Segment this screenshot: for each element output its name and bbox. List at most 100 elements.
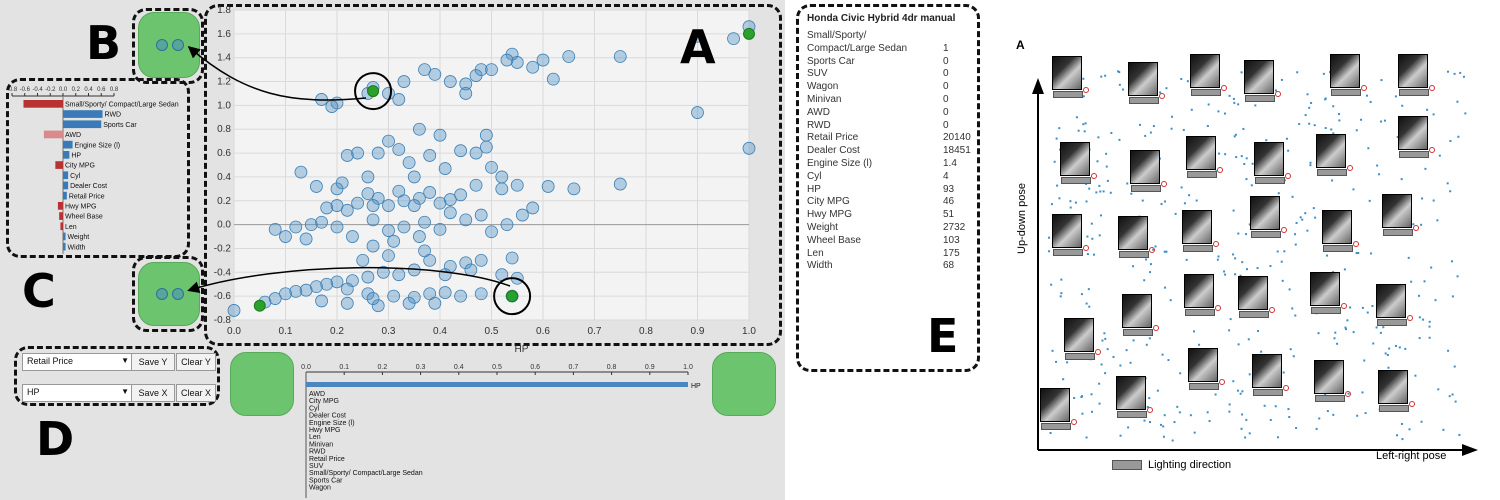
data-point[interactable] [500, 218, 514, 232]
data-point[interactable] [433, 196, 447, 210]
data-point[interactable] [330, 182, 344, 196]
data-point[interactable] [304, 218, 318, 232]
weight-bar[interactable] [63, 181, 69, 190]
data-point[interactable] [541, 180, 555, 193]
weight-bar[interactable] [63, 120, 102, 129]
data-point[interactable] [268, 222, 282, 236]
data-point[interactable] [459, 87, 473, 100]
data-point[interactable] [454, 144, 468, 158]
data-point[interactable] [438, 162, 452, 175]
data-point[interactable] [361, 187, 375, 201]
data-point[interactable] [412, 191, 426, 205]
data-point[interactable] [340, 203, 354, 217]
data-point[interactable] [727, 32, 740, 46]
data-point[interactable] [299, 232, 313, 246]
data-point[interactable] [459, 77, 473, 91]
data-point[interactable] [351, 146, 365, 160]
data-point[interactable] [469, 178, 483, 192]
data-point[interactable] [515, 208, 529, 222]
data-point[interactable] [320, 201, 334, 215]
data-point[interactable] [407, 170, 421, 184]
data-point[interactable] [691, 106, 704, 119]
data-point[interactable] [387, 289, 401, 303]
data-point[interactable] [346, 230, 359, 243]
x-axis-weights-chart[interactable]: 0.0 0.1 0.2 0.3 0.4 0.5 0.6 0.7 0.8 0.9 1.0 HP AWDCi… [300, 360, 710, 500]
x-axis-select[interactable]: HP ▼ [22, 384, 134, 402]
data-point[interactable] [438, 286, 452, 299]
data-point[interactable] [474, 287, 488, 301]
data-point[interactable] [423, 186, 437, 199]
data-point[interactable] [330, 220, 344, 234]
x-axis-drop-target-left[interactable] [230, 352, 294, 416]
data-point[interactable] [510, 178, 524, 192]
data-point[interactable] [371, 299, 385, 313]
data-point[interactable] [279, 230, 292, 243]
weight-bar[interactable] [63, 232, 66, 241]
data-point[interactable] [418, 215, 431, 229]
data-point[interactable] [382, 134, 395, 148]
data-point[interactable] [459, 213, 473, 227]
data-point[interactable] [407, 199, 421, 212]
data-point[interactable] [361, 270, 375, 284]
data-point[interactable] [382, 224, 395, 237]
data-point[interactable] [397, 75, 411, 88]
data-point[interactable] [454, 289, 468, 303]
data-point[interactable] [562, 50, 576, 63]
data-point[interactable] [371, 146, 385, 160]
weight-bar[interactable] [23, 100, 64, 108]
data-point[interactable] [433, 128, 447, 142]
clear-y-button[interactable]: Clear Y [176, 353, 216, 371]
weight-bar[interactable] [63, 151, 70, 159]
y-axis-drop-target-low[interactable] [138, 262, 200, 326]
data-point[interactable] [392, 184, 406, 198]
weight-bar[interactable] [63, 110, 103, 118]
weight-bar[interactable] [63, 171, 69, 180]
weight-bar[interactable] [60, 222, 63, 231]
hp-weight-bar[interactable] [306, 382, 688, 387]
data-point[interactable] [315, 294, 328, 308]
data-point[interactable] [495, 182, 509, 196]
data-point[interactable] [464, 263, 478, 277]
data-point[interactable] [428, 296, 442, 310]
y-axis-weights-chart[interactable]: -0.8-0.6-0.4-0.20.0 0.20.4 0.6 0.8 Small/Spo… [8, 82, 188, 256]
data-point[interactable] [438, 268, 452, 282]
data-point[interactable] [613, 50, 627, 63]
data-point[interactable] [340, 149, 354, 162]
data-point[interactable] [485, 63, 498, 77]
data-point[interactable] [474, 63, 488, 77]
data-point[interactable] [382, 249, 395, 263]
selected-point[interactable] [367, 85, 380, 98]
data-point[interactable] [691, 29, 704, 43]
data-point[interactable] [227, 304, 241, 317]
data-point[interactable] [351, 196, 365, 210]
selected-point[interactable] [253, 299, 266, 312]
data-point[interactable] [315, 93, 328, 106]
weight-bar[interactable] [43, 130, 63, 139]
data-point[interactable] [412, 230, 426, 243]
weight-bar[interactable] [63, 140, 73, 149]
data-point[interactable] [474, 253, 488, 267]
data-point[interactable] [407, 263, 421, 277]
data-point[interactable] [387, 234, 401, 248]
data-point[interactable] [392, 268, 406, 282]
data-point[interactable] [474, 208, 488, 222]
data-point[interactable] [505, 251, 519, 265]
data-point[interactable] [433, 222, 447, 236]
data-point[interactable] [289, 220, 303, 234]
data-point[interactable] [340, 296, 354, 310]
data-point[interactable] [310, 180, 323, 193]
y-axis-select[interactable]: Retail Price ▼ [22, 353, 134, 371]
data-point[interactable] [325, 100, 339, 113]
data-point[interactable] [500, 53, 514, 67]
selected-point[interactable] [506, 290, 519, 303]
data-point[interactable] [485, 160, 498, 174]
data-point[interactable] [613, 177, 627, 191]
data-point[interactable] [356, 253, 370, 267]
weight-bar[interactable] [63, 191, 67, 200]
data-point[interactable] [479, 140, 493, 154]
weight-bar[interactable] [57, 202, 63, 210]
save-y-button[interactable]: Save Y [131, 353, 175, 371]
data-point[interactable] [392, 143, 406, 156]
data-point[interactable] [546, 72, 560, 86]
data-point[interactable] [392, 93, 406, 106]
